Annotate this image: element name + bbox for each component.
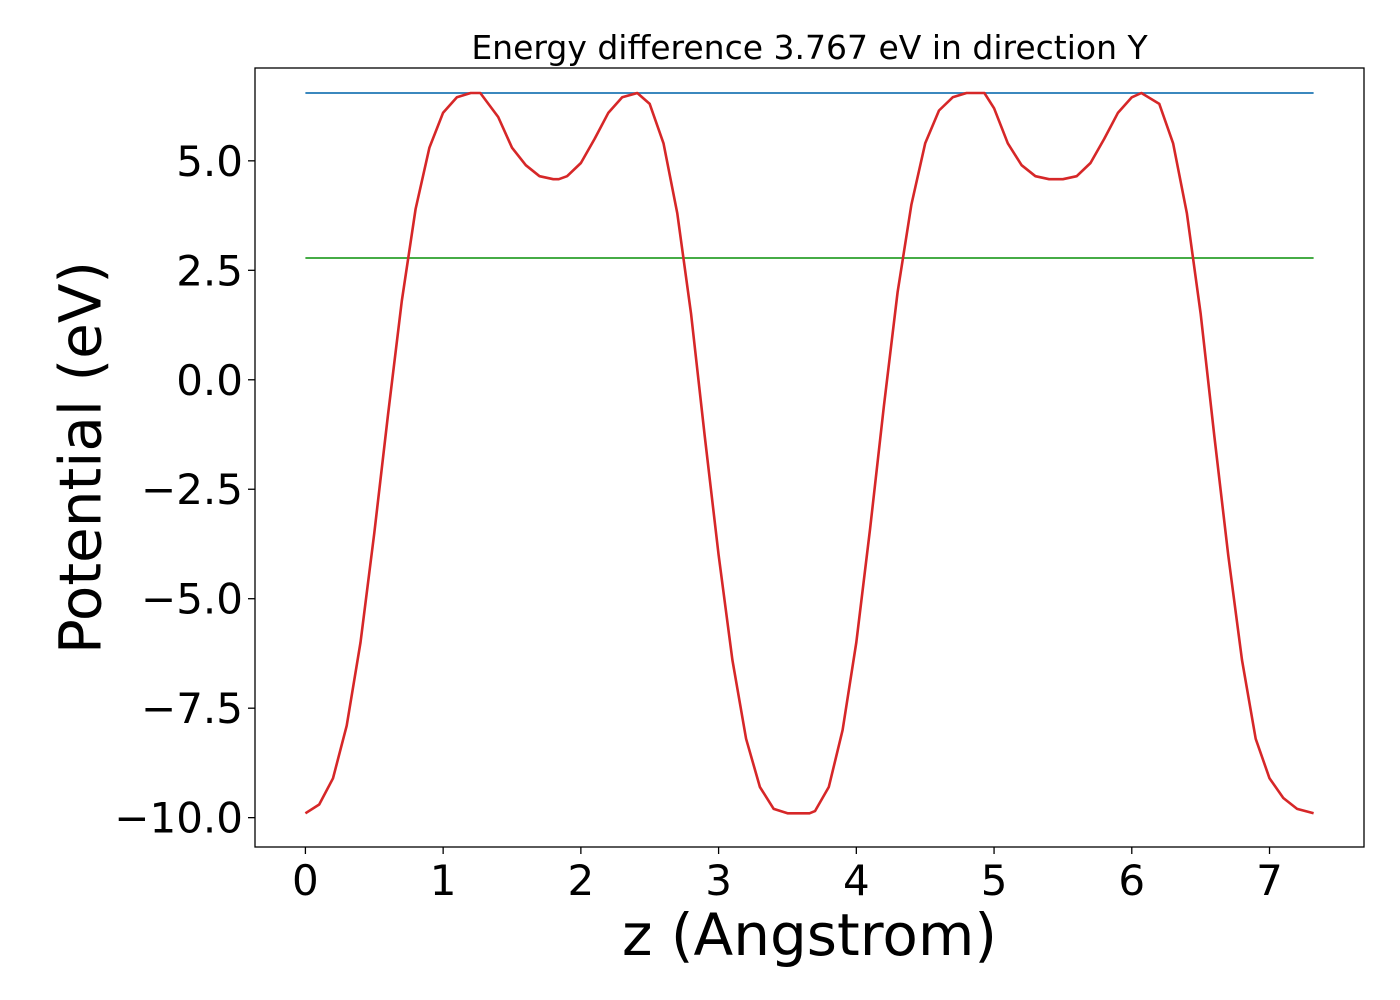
x-tick-label: 4 bbox=[843, 856, 870, 905]
chart-title: Energy difference 3.767 eV in direction … bbox=[471, 28, 1148, 67]
x-tick-label: 6 bbox=[1118, 856, 1145, 905]
plot-frame bbox=[254, 67, 1365, 848]
y-tick-label: −7.5 bbox=[141, 684, 243, 733]
y-tick-label: 5.0 bbox=[176, 137, 243, 186]
x-ticks: 0 1 2 3 4 5 6 7 bbox=[292, 847, 1283, 905]
y-tick-label: 2.5 bbox=[176, 246, 243, 295]
x-tick-label: 3 bbox=[705, 856, 732, 905]
x-tick-label: 0 bbox=[292, 856, 319, 905]
y-ticks: −10.0 −7.5 −5.0 −2.5 0.0 2.5 5.0 bbox=[114, 137, 255, 843]
y-axis-title: Potential (eV) bbox=[46, 261, 114, 654]
x-tick-label: 7 bbox=[1256, 856, 1283, 905]
series-line-3 bbox=[304, 91, 1314, 815]
x-axis-title: z (Angstrom) bbox=[622, 901, 997, 969]
x-tick-label: 5 bbox=[981, 856, 1008, 905]
series-layer bbox=[304, 91, 1314, 815]
y-tick-label: 0.0 bbox=[176, 356, 243, 405]
y-tick-label: −5.0 bbox=[141, 575, 243, 624]
x-tick-label: 1 bbox=[430, 856, 457, 905]
y-tick-label: −2.5 bbox=[141, 465, 243, 514]
y-tick-label: −10.0 bbox=[114, 794, 243, 843]
x-tick-label: 2 bbox=[568, 856, 595, 905]
